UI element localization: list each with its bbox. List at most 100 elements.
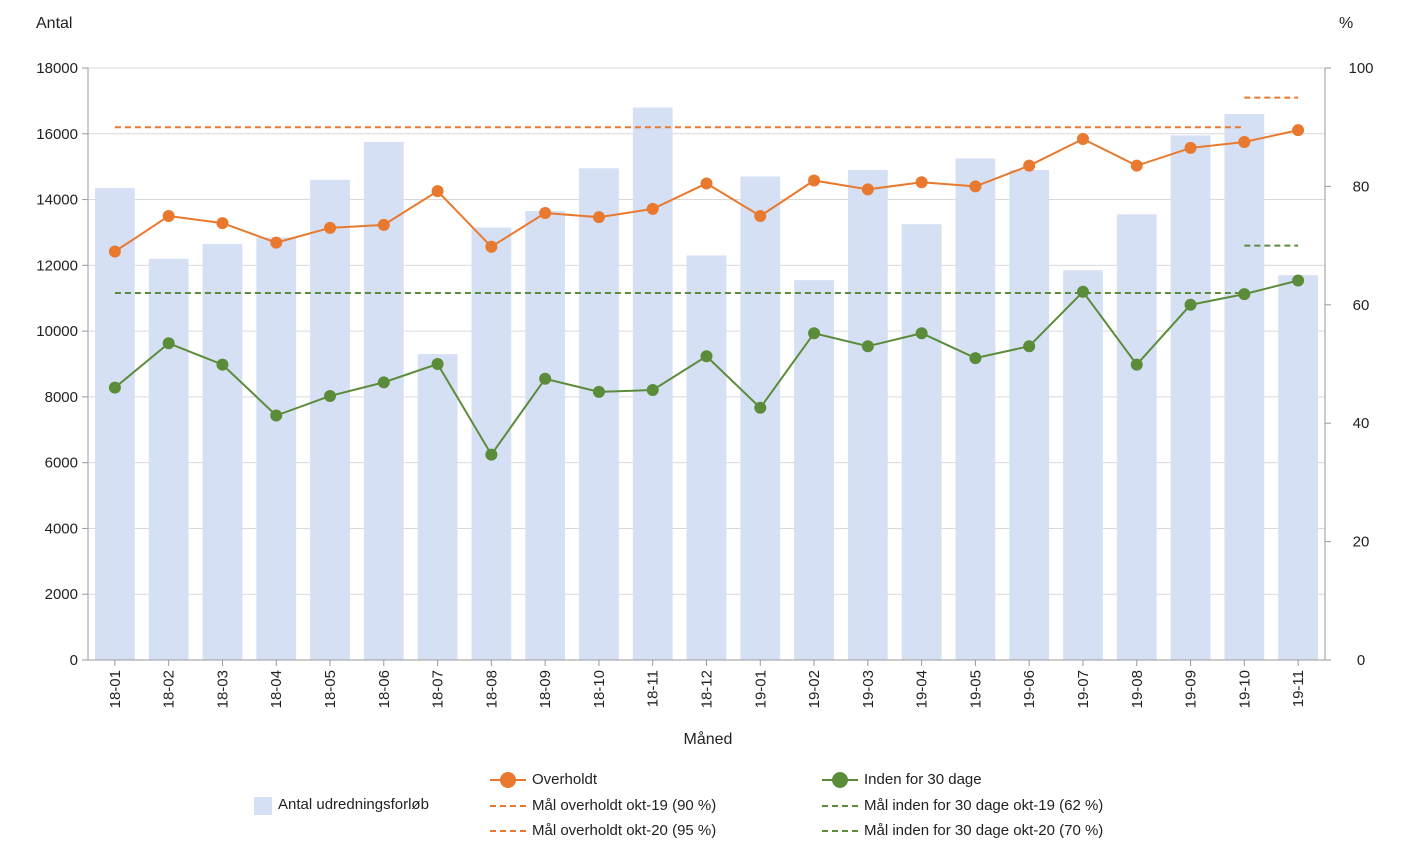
data-point: [1292, 124, 1305, 137]
data-point: [270, 409, 283, 422]
bar: [202, 243, 243, 660]
data-point: [1076, 285, 1089, 298]
data-point: [1238, 288, 1251, 301]
x-tick-label: 18-11: [645, 670, 662, 707]
y-tick-label-right: 60: [1353, 297, 1370, 314]
bar: [579, 168, 619, 661]
line-series: [108, 124, 1305, 461]
x-axis-label: Måned: [684, 730, 733, 748]
bar: [256, 237, 297, 660]
x-tick-label: 18-01: [107, 670, 124, 708]
x-tick-label: 19-05: [967, 670, 984, 708]
data-point: [377, 218, 390, 231]
data-point: [324, 221, 337, 234]
data-point: [1292, 274, 1305, 287]
bar: [1116, 214, 1157, 660]
x-tick-label: 18-09: [537, 670, 554, 708]
bar-series: [94, 107, 1319, 661]
bar: [901, 224, 942, 660]
y-tick-label-left: 14000: [36, 192, 78, 209]
data-point: [808, 174, 821, 187]
bar: [794, 280, 834, 660]
axes: [82, 67, 1331, 666]
bar: [471, 227, 512, 660]
data-point: [108, 245, 121, 258]
y-tick-label-left: 4000: [45, 520, 78, 537]
data-point: [915, 327, 928, 340]
data-point: [108, 381, 121, 394]
x-tick-label: 18-05: [322, 670, 339, 708]
bar: [417, 354, 458, 660]
data-point: [861, 183, 874, 196]
bar: [955, 158, 996, 660]
data-point: [539, 372, 552, 385]
data-point: [162, 337, 175, 350]
bar: [94, 188, 135, 661]
data-point: [431, 358, 444, 370]
x-tick-label: 19-04: [914, 670, 931, 708]
data-point: [1130, 358, 1143, 371]
x-tick-label: 19-06: [1021, 670, 1038, 708]
y-tick-label-left: 16000: [36, 126, 78, 143]
y-tick-label-right: 40: [1353, 415, 1370, 432]
bar: [1278, 275, 1319, 660]
y-tick-label-left: 10000: [36, 323, 78, 340]
data-point: [592, 385, 605, 398]
data-point: [1130, 159, 1143, 172]
bar: [632, 107, 673, 660]
y-tick-label-left: 2000: [45, 586, 78, 603]
data-point: [377, 376, 390, 389]
y-axis-left-label: Antal: [36, 15, 72, 32]
data-point: [1184, 298, 1197, 311]
bar: [686, 255, 727, 660]
bar: [310, 179, 350, 661]
data-point: [1238, 136, 1251, 148]
data-point: [700, 177, 713, 190]
x-tick-label: 19-10: [1236, 670, 1253, 708]
data-point: [1023, 340, 1036, 353]
y-tick-label-left: 18000: [36, 60, 78, 77]
data-point: [1023, 159, 1036, 172]
data-point: [754, 401, 767, 414]
data-point: [646, 384, 659, 397]
data-point: [216, 217, 229, 230]
y-tick-label-left: 8000: [45, 389, 78, 406]
target-lines: [114, 96, 1299, 294]
data-point: [592, 211, 605, 224]
x-tick-label: 18-12: [699, 670, 716, 708]
data-point: [162, 210, 175, 222]
data-point: [808, 327, 821, 340]
x-tick-label: 18-06: [376, 670, 393, 708]
x-tick-label: 18-07: [430, 670, 447, 708]
bar: [740, 176, 781, 661]
y-tick-label-right: 80: [1353, 178, 1370, 195]
data-point: [915, 176, 928, 189]
data-point: [485, 448, 498, 461]
y-tick-label-right: 0: [1357, 652, 1365, 669]
x-tick-label: 19-03: [860, 670, 877, 708]
tick-labels: 0 2000 4000 6000 8000 10000 12000 14000 16000 180…: [36, 60, 1373, 708]
data-point: [485, 240, 498, 253]
bar: [525, 211, 566, 661]
y-tick-label-right: 20: [1353, 534, 1370, 551]
data-point: [216, 358, 229, 371]
y-tick-label-left: 12000: [36, 257, 78, 274]
data-point: [861, 340, 874, 353]
data-point: [1184, 141, 1197, 154]
y-tick-label-left: 6000: [45, 455, 78, 472]
x-tick-label: 19-11: [1290, 670, 1307, 707]
x-tick-label: 19-09: [1183, 670, 1200, 708]
bar: [1009, 169, 1050, 660]
data-point: [324, 389, 337, 402]
data-point: [969, 352, 982, 365]
y-axis-right-label: %: [1339, 15, 1353, 32]
y-tick-label-right: 100: [1348, 60, 1373, 77]
y-tick-label-left: 0: [70, 652, 78, 669]
data-point: [969, 180, 982, 193]
bar: [1224, 114, 1265, 661]
x-tick-label: 18-08: [483, 670, 500, 708]
x-tick-label: 19-07: [1075, 670, 1092, 708]
x-tick-label: 19-02: [806, 670, 823, 708]
x-tick-label: 18-03: [214, 670, 231, 708]
